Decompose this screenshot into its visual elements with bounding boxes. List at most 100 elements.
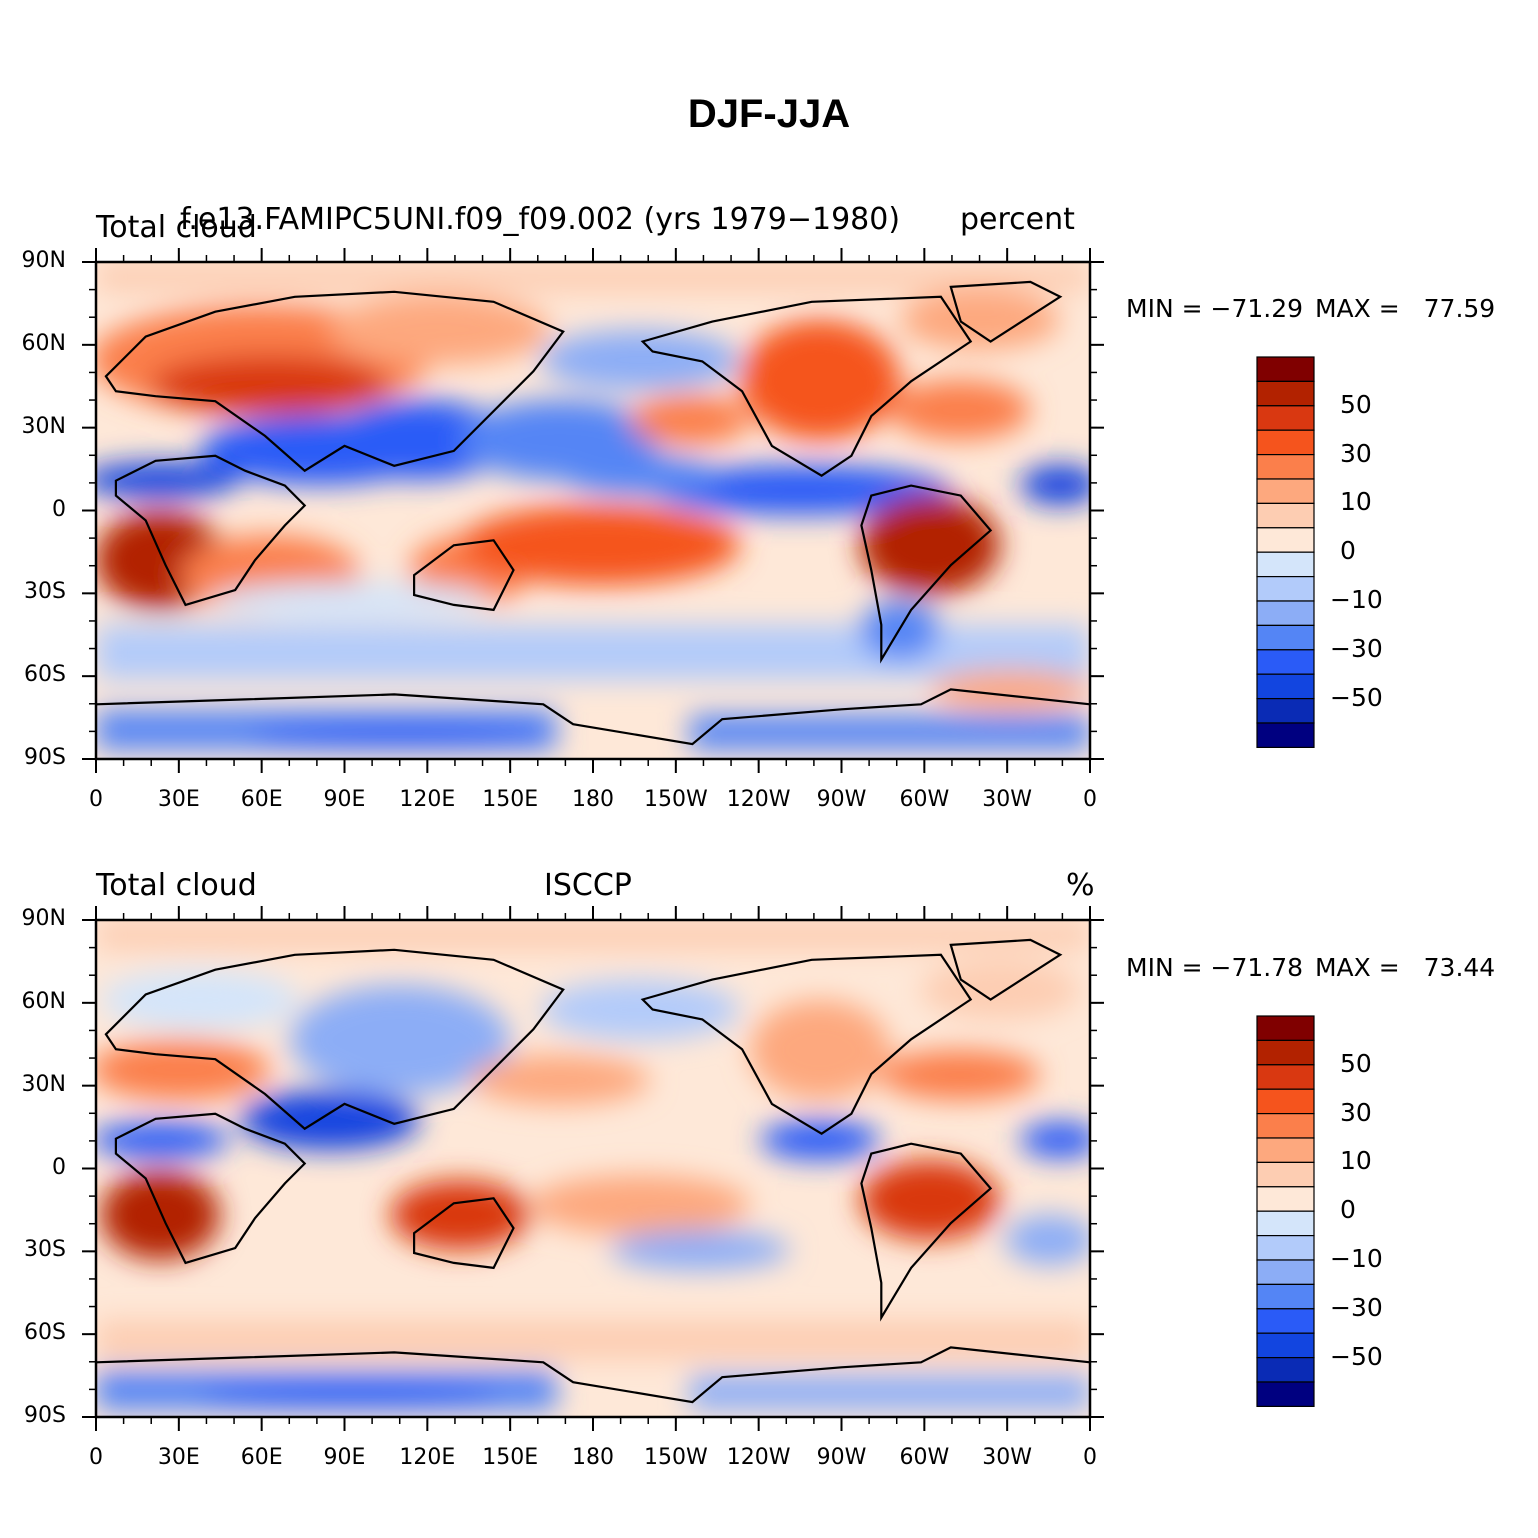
lon-tick-label: 0 <box>1083 1445 1097 1470</box>
panel2-coastline <box>104 948 565 1131</box>
colorbar1-swatch <box>1256 405 1315 431</box>
lon-tick-label: 0 <box>89 1445 103 1470</box>
lat-tick-label: 0 <box>52 496 66 522</box>
colorbar1-swatch <box>1256 429 1315 456</box>
colorbar1-swatch <box>1256 624 1315 651</box>
colorbar1-tick-label: −50 <box>1330 682 1383 712</box>
colorbar2-swatch <box>1256 1039 1315 1066</box>
lon-tick-label: 0 <box>1083 787 1097 812</box>
panel1-coastline <box>104 290 565 473</box>
colorbar1-tick-label: −30 <box>1330 633 1383 663</box>
colorbar1-tick-label: −10 <box>1330 585 1383 614</box>
panel2-cloud-field <box>96 920 1090 1410</box>
panel2-min-label: MIN = <box>1126 953 1203 982</box>
lat-tick-label: 30S <box>24 579 66 605</box>
colorbar2-tick-label: −50 <box>1330 1341 1383 1371</box>
colorbar2-swatch <box>1256 1088 1315 1115</box>
panel1-coastline <box>860 484 993 664</box>
panel2-coastline <box>860 1142 993 1322</box>
lat-tick-label: 30N <box>21 1071 66 1097</box>
lon-tick-label: 30E <box>157 1445 200 1470</box>
lon-tick-label: 60W <box>899 1445 950 1470</box>
colorbar2-swatch <box>1256 1381 1315 1407</box>
panel1-map <box>96 262 1090 759</box>
colorbar1-swatch <box>1256 454 1315 480</box>
colorbar2-swatch <box>1256 1210 1315 1237</box>
lon-tick-label: 180 <box>572 1445 614 1470</box>
lon-tick-label: 150W <box>643 787 708 812</box>
lon-tick-label: 30W <box>982 787 1033 812</box>
panel2-min-value: −71.78 <box>1210 953 1304 982</box>
colorbar2-swatch <box>1256 1137 1315 1163</box>
panel1-min-label: MIN = <box>1126 294 1203 323</box>
colorbar2-swatch <box>1256 1015 1315 1041</box>
colorbar1-swatch <box>1256 722 1315 748</box>
lat-tick-label: 30S <box>24 1237 66 1263</box>
colorbar1-tick-label: 10 <box>1340 487 1372 517</box>
colorbar1-swatch <box>1256 600 1315 626</box>
lat-tick-label: 60S <box>24 662 66 688</box>
panel1-right-label: percent <box>960 202 1075 237</box>
lon-tick-label: 90W <box>816 1445 867 1470</box>
coastlines <box>95 280 1091 1404</box>
panel2-map <box>96 920 1090 1417</box>
colorbar2-tick-label: −10 <box>1330 1244 1383 1273</box>
colorbar2-swatch <box>1256 1308 1315 1334</box>
colorbar2-swatch <box>1256 1332 1315 1359</box>
lon-tick-label: 150E <box>482 787 539 812</box>
lon-tick-label: 180 <box>572 787 614 812</box>
panel2-center-label: ISCCP <box>544 868 632 903</box>
lon-tick-label: 120W <box>726 1445 791 1470</box>
panel2-right-label: % <box>1066 868 1095 903</box>
lon-tick-label: 60W <box>899 787 950 812</box>
panel1-max-value: 77.59 <box>1423 294 1496 323</box>
colorbar1-tick-label: 50 <box>1340 389 1372 419</box>
panel1-coastline <box>949 280 1063 343</box>
panel2-coastline <box>413 1197 515 1270</box>
colorbar2-tick-label: 0 <box>1340 1195 1356 1225</box>
panel1-min-value: −71.29 <box>1210 294 1304 323</box>
lon-tick-label: 120E <box>399 1445 456 1470</box>
colorbar1-swatch <box>1256 478 1315 504</box>
colorbar2-tick-label: −30 <box>1330 1292 1383 1322</box>
panel1-coastline <box>640 295 973 478</box>
main-title: DJF-JJA <box>687 92 851 136</box>
lon-tick-label: 60E <box>240 787 283 812</box>
panel1-coastline <box>114 454 307 607</box>
lon-tick-label: 0 <box>89 787 103 812</box>
colorbar2-swatch <box>1256 1064 1315 1090</box>
colorbar1-swatch <box>1256 551 1315 578</box>
panel2-coastline <box>640 953 973 1136</box>
panel2-coastline <box>949 938 1063 1001</box>
lat-tick-label: 60S <box>24 1320 66 1346</box>
panel2-max-label: MAX = <box>1314 953 1400 982</box>
panel1-center-label: f.e13.FAMIPC5UNI.f09_f09.002 (yrs 1979−1… <box>180 202 901 237</box>
colorbar1-swatch <box>1256 527 1315 553</box>
panel2-coastline <box>114 1112 307 1265</box>
panel1-coastline <box>413 539 515 612</box>
panel1-left-label: Total cloud <box>96 210 257 245</box>
axes <box>82 248 1104 1431</box>
colorbar1-swatch <box>1256 673 1315 700</box>
panel2-left-label: Total cloud <box>96 868 257 903</box>
lon-tick-label: 90E <box>323 787 366 812</box>
lon-tick-label: 30E <box>157 787 200 812</box>
panel1-cloud-field <box>96 262 1090 750</box>
colorbar1-swatch <box>1256 380 1315 407</box>
colorbar2-tick-label: 50 <box>1340 1048 1372 1078</box>
colorbars <box>1256 356 1315 1407</box>
colorbar2-swatch <box>1256 1234 1315 1261</box>
lon-tick-label: 90E <box>323 1445 366 1470</box>
colorbar1-swatch <box>1256 356 1315 382</box>
colorbar2-swatch <box>1256 1259 1315 1285</box>
lon-tick-label: 120E <box>399 787 456 812</box>
lat-tick-label: 90S <box>24 745 66 770</box>
colorbar1-swatch <box>1256 575 1315 602</box>
lat-tick-label: 30N <box>21 413 66 439</box>
lat-tick-label: 60N <box>21 330 66 356</box>
colorbar1-tick-label: 0 <box>1340 536 1356 566</box>
panel2-coastline <box>95 1346 1091 1404</box>
panel1-max-label: MAX = <box>1314 294 1400 323</box>
colorbar2-swatch <box>1256 1356 1315 1383</box>
lat-tick-label: 90N <box>21 248 66 273</box>
